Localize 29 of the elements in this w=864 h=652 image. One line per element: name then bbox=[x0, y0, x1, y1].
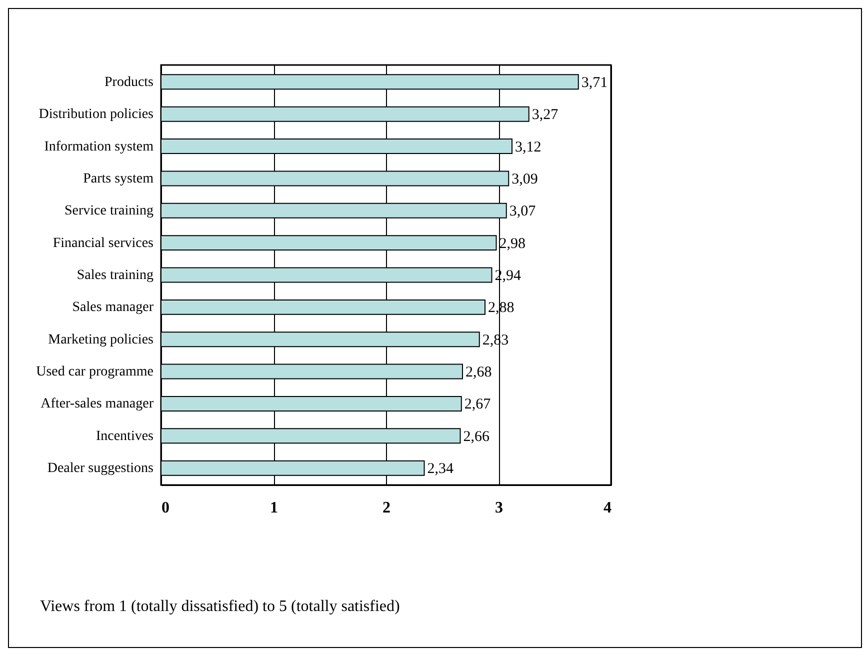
data-label: 3,12 bbox=[515, 139, 542, 156]
text: Views from 1 (totally dissatisfied) to 5 (totally satisfied) bbox=[40, 598, 400, 616]
x-tick-label: 4 bbox=[604, 500, 612, 516]
data-label: 2,98 bbox=[499, 236, 526, 252]
data-label: 2,67 bbox=[464, 396, 492, 413]
data-label: 2,34 bbox=[427, 461, 454, 478]
data-label: 3,27 bbox=[532, 107, 559, 124]
y-tick-label: Sales manager bbox=[72, 300, 154, 316]
data-label: 3,71 bbox=[581, 74, 608, 91]
y-tick-label: Sales training bbox=[76, 268, 154, 283]
x-tick-label: 3 bbox=[495, 500, 503, 516]
y-tick-label: Used car programme bbox=[36, 364, 154, 380]
y-tick-label: Products bbox=[104, 74, 154, 90]
data-label: 3,07 bbox=[509, 204, 536, 220]
x-tick-label: 0 bbox=[162, 500, 170, 516]
y-tick-label: Parts system bbox=[83, 171, 154, 186]
y-tick-label: Marketing policies bbox=[48, 332, 154, 348]
y-tick-label: Information system bbox=[44, 139, 154, 154]
y-tick-label: Distribution policies bbox=[38, 107, 154, 122]
data-label: 2,66 bbox=[463, 428, 490, 445]
y-tick-label: Financial services bbox=[52, 236, 154, 251]
x-tick-label: 1 bbox=[270, 500, 278, 516]
y-tick-label: Incentives bbox=[96, 428, 154, 444]
x-tick-label: 2 bbox=[382, 500, 390, 516]
y-tick-label: Dealer suggestions bbox=[47, 461, 154, 476]
data-label: 2,68 bbox=[466, 364, 492, 381]
data-label: 3,09 bbox=[512, 171, 538, 188]
y-tick-label: Service training bbox=[64, 204, 154, 219]
y-tick-label: After-sales manager bbox=[40, 396, 154, 412]
